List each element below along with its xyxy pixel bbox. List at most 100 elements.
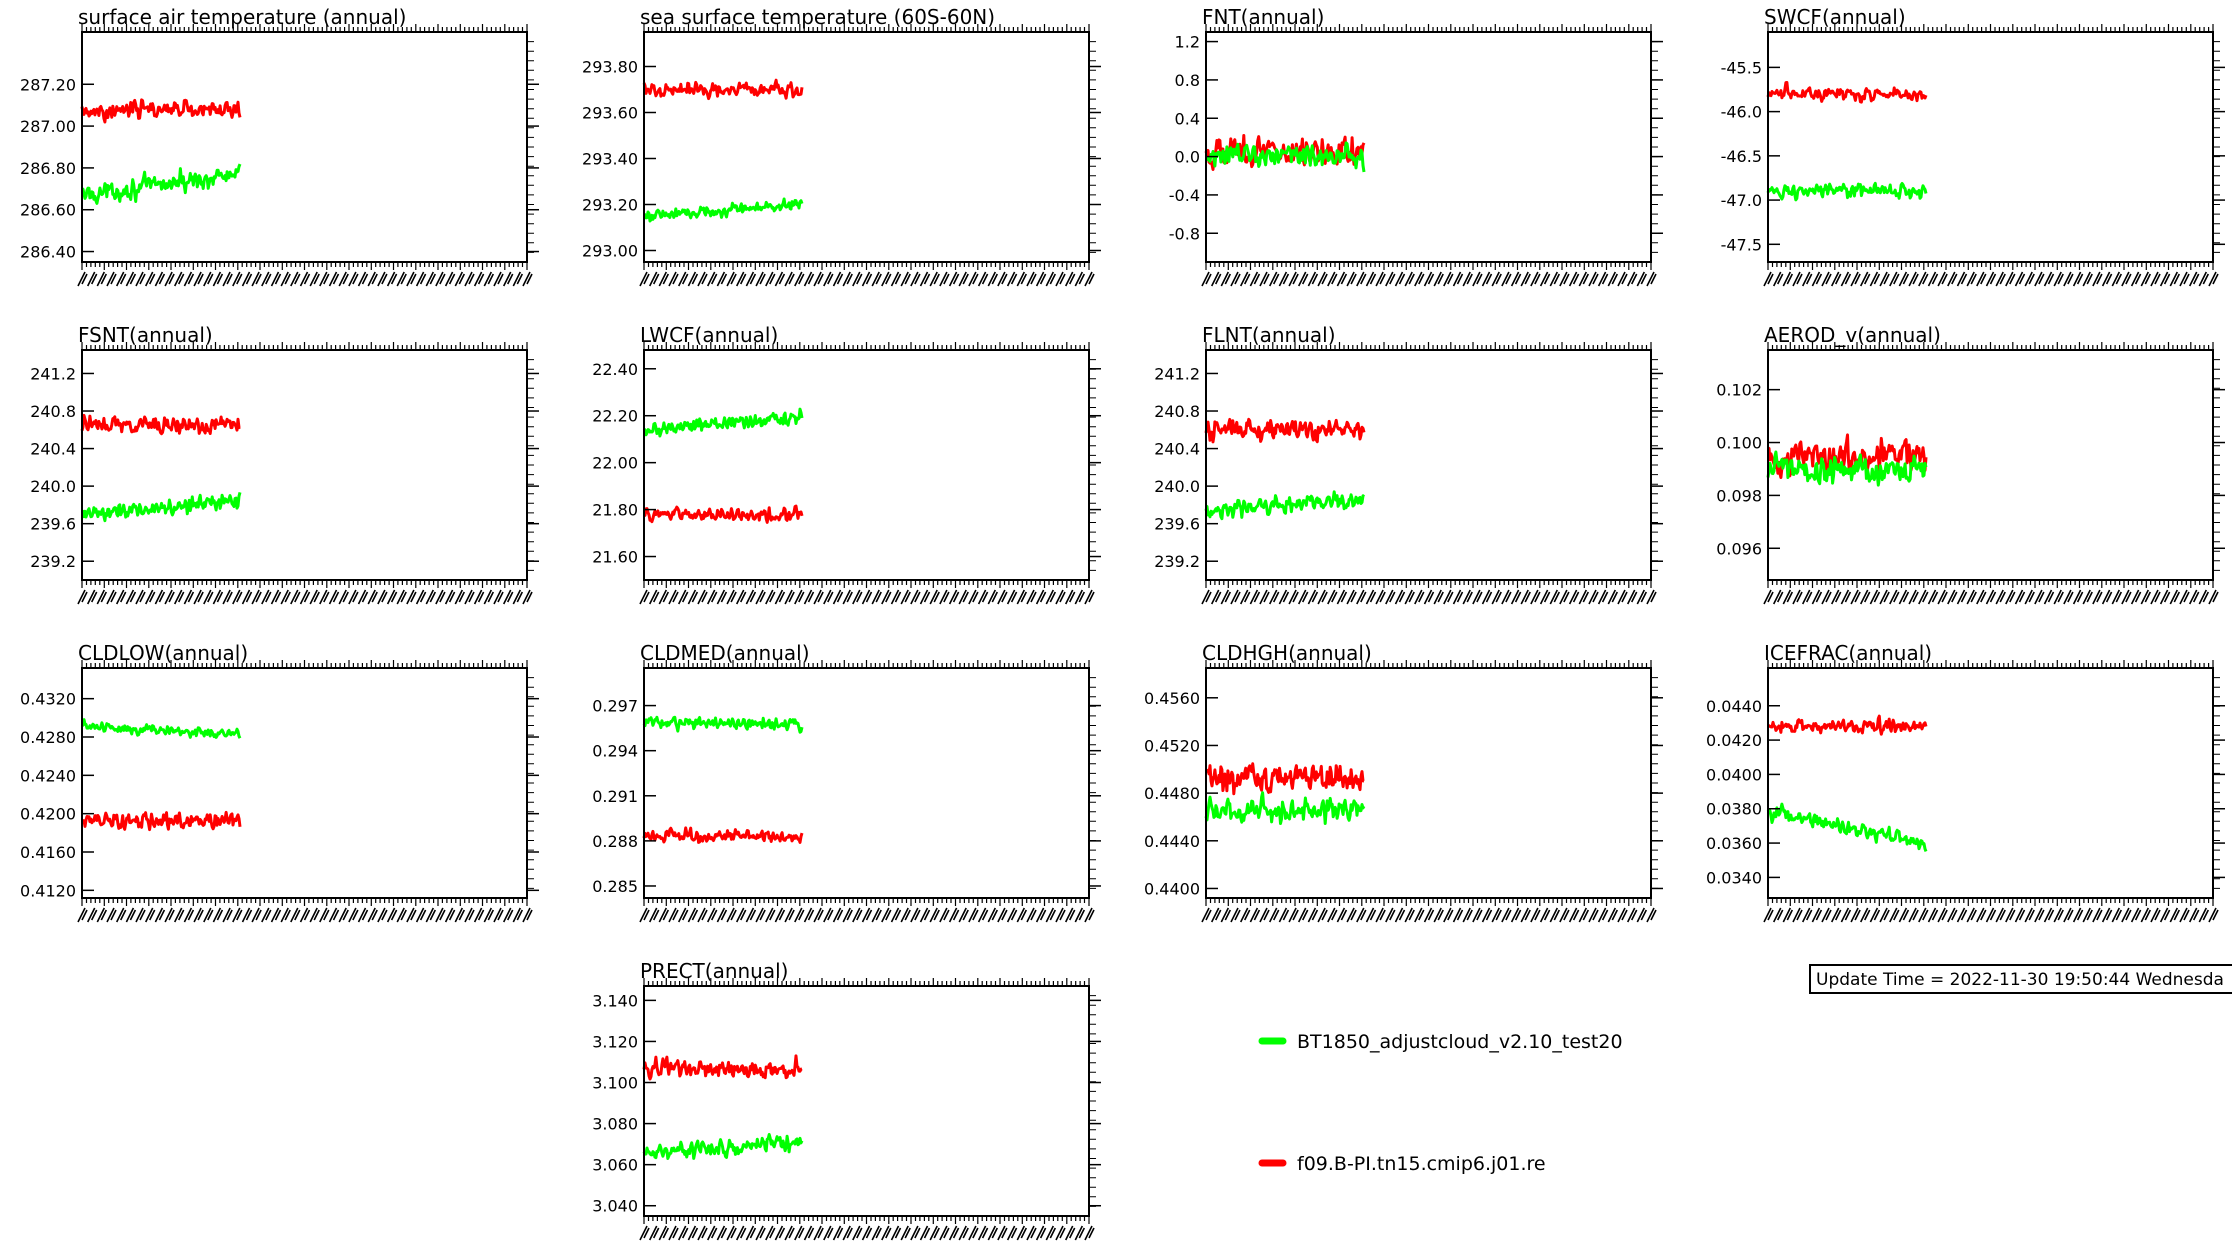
x-tick-labels (639, 589, 1095, 605)
legend-label: BT1850_adjustcloud_v2.10_test20 (1297, 1031, 1623, 1053)
series-line (642, 1054, 803, 1081)
update-stamp: Update Time = 2022-11-30 19:50:44 Wednes… (1809, 964, 2232, 994)
y-tick-label: 3.060 (592, 1156, 638, 1175)
series-line (1766, 802, 1928, 852)
y-minor-ticks (1089, 41, 1096, 253)
series-line (80, 718, 242, 739)
panel-8: AEROD_v(annual) 0.102 0.100 0.098 0.096 (1716, 323, 2225, 605)
y-minor-ticks (2213, 41, 2220, 253)
x-tick-marks (1205, 342, 1652, 588)
series-line (1766, 450, 1928, 487)
panel-title: AEROD_v(annual) (1764, 323, 1941, 347)
x-tick-labels (77, 589, 533, 605)
y-tick-label: 0.285 (592, 877, 638, 896)
update-stamp-text: Update Time = 2022-11-30 19:50:44 Wednes… (1816, 970, 2224, 990)
y-minor-ticks (2213, 677, 2220, 889)
y-tick-label: -0.8 (1169, 224, 1200, 243)
y-tick-label: 0.0360 (1706, 834, 1762, 853)
y-tick-label: 0.4400 (1144, 879, 1200, 898)
y-tick-label: 0.100 (1716, 434, 1762, 453)
legend-label: f09.B-PI.tn15.cmip6.j01.re (1297, 1153, 1546, 1175)
plot-frame (81, 349, 528, 581)
series-line (642, 1133, 804, 1160)
y-tick-label: 0.4320 (20, 690, 76, 709)
y-tick-label: 3.080 (592, 1115, 638, 1134)
y-tick-label: 286.40 (20, 243, 76, 262)
y-tick-label: 21.60 (592, 548, 638, 567)
x-tick-marks (1767, 24, 2214, 270)
y-tick-label: 0.291 (592, 787, 638, 806)
y-minor-ticks (1651, 359, 1658, 571)
series-line (1205, 762, 1365, 796)
series-line (1204, 417, 1366, 444)
series-line (643, 197, 804, 223)
y-tick-label: -47.0 (1721, 191, 1762, 210)
y-minor-ticks (527, 359, 534, 571)
plot-frame (1767, 667, 2214, 899)
y-tick-label: 0.098 (1716, 486, 1762, 505)
x-tick-labels (639, 1225, 1095, 1241)
y-minor-ticks (527, 677, 534, 889)
y-tick-label: 239.2 (1154, 552, 1200, 571)
panel-title: FSNT(annual) (78, 323, 213, 347)
x-tick-labels (639, 907, 1095, 923)
y-tick-label: 0.0420 (1706, 731, 1762, 750)
plot-frame (81, 31, 528, 263)
legend: BT1850_adjustcloud_v2.10_test20 f09.B-PI.… (1258, 1031, 1623, 1175)
x-tick-marks (643, 24, 1090, 270)
y-tick-label: 0.8 (1175, 71, 1200, 90)
y-tick-label: 0.4520 (1144, 736, 1200, 755)
plot-frame (643, 31, 1090, 263)
y-tick-label: 240.0 (1154, 477, 1200, 496)
y-tick-label: 0.096 (1716, 539, 1762, 558)
x-tick-marks (1767, 660, 2214, 906)
y-minor-ticks (1651, 677, 1658, 889)
x-tick-marks (81, 24, 528, 270)
x-tick-labels (77, 907, 533, 923)
y-tick-label: 0.0400 (1706, 765, 1762, 784)
panel-title: CLDMED(annual) (640, 641, 810, 665)
panel-5: FSNT(annual)241.2 240.8 240.4 240.0 239.6 239… (30, 323, 539, 605)
y-tick-label: 0.0340 (1706, 868, 1762, 887)
y-tick-label: 240.0 (30, 477, 76, 496)
panel-11: CLDHGH(annual) 0.4560 0.4520 0.4480 0.4440 0.… (1144, 641, 1663, 923)
y-tick-label: 240.8 (1154, 402, 1200, 421)
y-tick-label: 22.00 (592, 454, 638, 473)
plot-frame (643, 985, 1090, 1217)
x-tick-marks (1205, 660, 1652, 906)
x-tick-marks (1205, 24, 1652, 270)
series-line (642, 78, 804, 101)
y-tick-label: 0.4240 (20, 766, 76, 785)
y-tick-label: 0.4200 (20, 805, 76, 824)
y-tick-label: 0.4280 (20, 728, 76, 747)
y-tick-label: 293.40 (582, 150, 638, 169)
y-tick-label: 3.120 (592, 1032, 638, 1051)
panel-title: sea surface temperature (60S-60N) (640, 5, 995, 29)
series-line (1767, 714, 1928, 736)
series-line (642, 407, 804, 438)
panel-13: PRECT(annual)3.140 3.120 3.100 3.080 3.060 3.… (592, 959, 1101, 1241)
y-tick-label: 21.80 (592, 501, 638, 520)
y-tick-label: 287.00 (20, 117, 76, 136)
panel-title: LWCF(annual) (640, 323, 778, 347)
panel-6: LWCF(annual)22.40 22.20 22.00 21.80 21.60 (592, 323, 1101, 605)
panel-title: PRECT(annual) (640, 959, 788, 983)
panel-title: ICEFRAC(annual) (1764, 641, 1932, 665)
x-tick-labels (639, 271, 1095, 287)
panel-title: CLDHGH(annual) (1202, 641, 1372, 665)
plot-frame (1205, 31, 1652, 263)
y-minor-ticks (1089, 359, 1096, 571)
y-tick-label: 241.2 (30, 364, 76, 383)
x-tick-marks (643, 660, 1090, 906)
series-line (1766, 181, 1928, 202)
y-tick-label: 0.4 (1175, 109, 1200, 128)
y-minor-ticks (527, 41, 534, 253)
series-line (1766, 81, 1928, 104)
panel-12: ICEFRAC(annual) 0.0440 0.0420 0.0400 0.0380 0… (1706, 641, 2225, 923)
panel-2: sea surface temperature (60S-60N) 293.80 2… (582, 5, 1101, 287)
panel-3: FNT(annual)1.2 0.8 0.4 0.0 -0.4 -0.8 (1169, 5, 1663, 287)
x-tick-labels (1763, 907, 2219, 923)
y-tick-label: 239.6 (1154, 515, 1200, 534)
y-tick-label: 240.4 (30, 440, 76, 459)
